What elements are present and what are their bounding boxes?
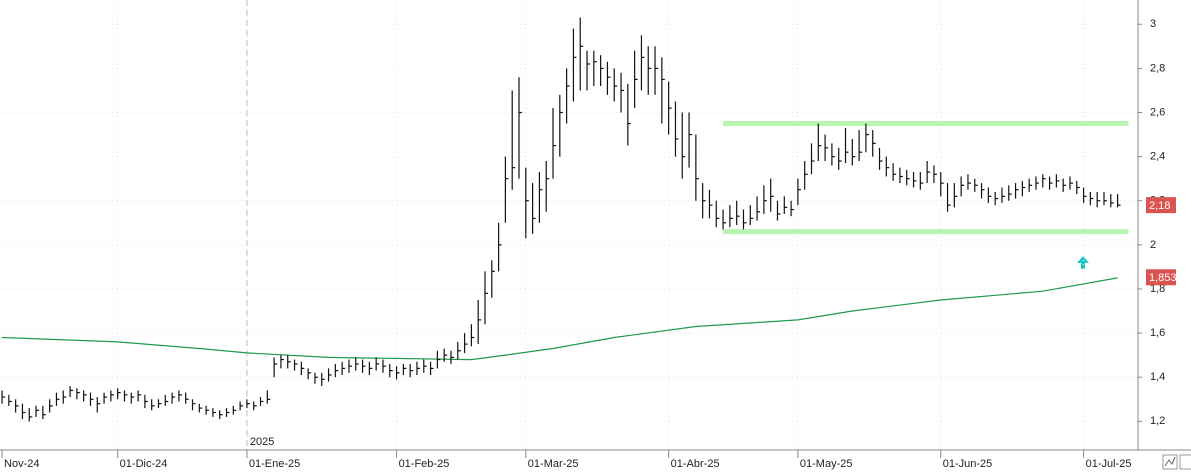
y-tick-label: 2,4 [1150, 151, 1165, 163]
y-tick-label: 1,8 [1150, 283, 1165, 295]
price-label-box [1146, 197, 1176, 214]
toolbar-icons[interactable] [1162, 454, 1191, 470]
signal-arrow [1077, 256, 1089, 269]
x-tick-label: 01-Mar-25 [528, 458, 579, 470]
icon-glyph [1164, 456, 1176, 467]
price-label: 2,18 [1149, 200, 1170, 212]
plot-area: 2025 [0, 0, 1138, 450]
x-tick-label: 01-Jul-25 [1086, 458, 1132, 470]
x-tick-label: Nov-24 [4, 458, 39, 470]
y-tick-label: 1,4 [1150, 371, 1165, 383]
y-tick-label: 1,6 [1150, 327, 1165, 339]
x-tick-label: 01-Feb-25 [399, 458, 450, 470]
moving-average [1, 277, 1118, 361]
year-label: 2025 [250, 436, 274, 448]
y-tick-label: 2,6 [1150, 106, 1165, 118]
x-tick-label: 01-May-25 [800, 458, 853, 470]
x-tick-label: 01-Ene-25 [249, 458, 300, 470]
icon-button[interactable] [1179, 454, 1191, 470]
y-tick-label: 2 [1150, 239, 1156, 251]
y-tick-label: 1,2 [1150, 415, 1165, 427]
x-tick-label: 01-Abr-25 [671, 458, 720, 470]
y-tick-label: 2,8 [1150, 62, 1165, 74]
x-tick-label: 01-Jun-25 [943, 458, 993, 470]
x-tick-label: 01-Dic-24 [120, 458, 168, 470]
y-tick-label: 3 [1150, 18, 1156, 30]
axes: 1,21,41,61,822,22,42,62,83Nov-2401-Dic-2… [1, 18, 1177, 470]
price-label: 1,853 [1149, 272, 1177, 284]
price-label-box [1146, 269, 1176, 286]
